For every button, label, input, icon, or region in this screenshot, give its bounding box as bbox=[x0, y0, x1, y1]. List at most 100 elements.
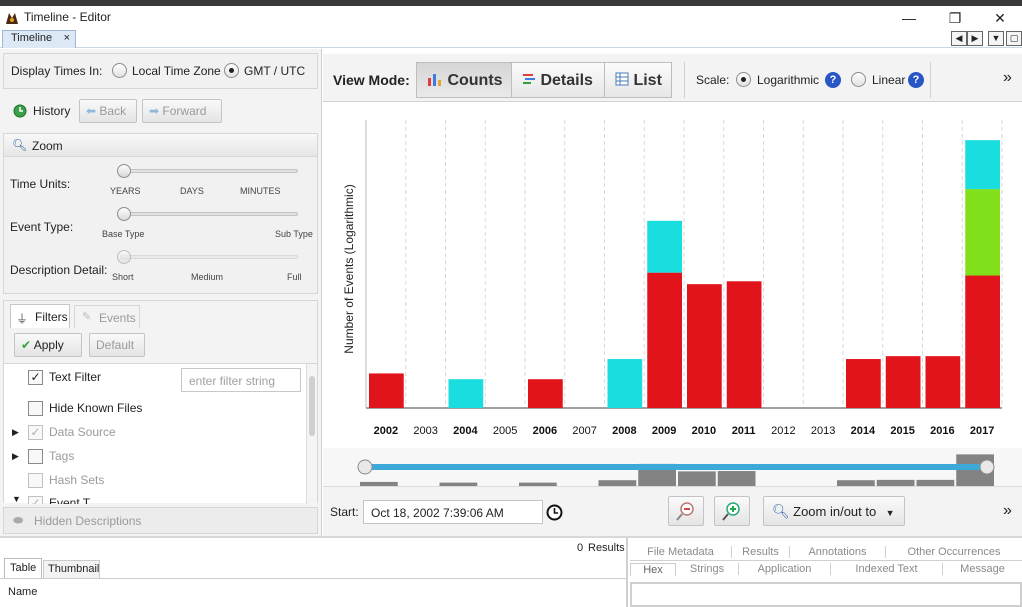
range-overview[interactable] bbox=[323, 448, 1022, 486]
zoom-out-button[interactable] bbox=[668, 496, 704, 526]
details-button[interactable]: Details bbox=[511, 62, 605, 98]
tab-annotations[interactable]: Annotations bbox=[790, 546, 886, 558]
bar-2015-series-0[interactable] bbox=[885, 356, 921, 408]
tags-expand-icon[interactable]: ▶ bbox=[12, 451, 19, 461]
close-button[interactable]: ✕ bbox=[994, 10, 1006, 26]
name-column-header[interactable]: Name bbox=[8, 586, 38, 598]
apply-button[interactable]: ✔ Apply bbox=[14, 333, 82, 357]
zoom-in-button[interactable] bbox=[714, 496, 750, 526]
x-tick-label-2013[interactable]: 2013 bbox=[811, 425, 835, 437]
bar-2010-series-0[interactable] bbox=[687, 284, 722, 408]
time-units-slider[interactable] bbox=[120, 169, 298, 173]
bar-2016-series-0[interactable] bbox=[925, 356, 961, 408]
range-start-handle[interactable] bbox=[357, 459, 373, 475]
bar-2009-series-0[interactable] bbox=[647, 272, 682, 408]
counts-button[interactable]: Counts bbox=[416, 62, 512, 98]
hidden-descriptions-header[interactable]: ⬬ Hidden Descriptions bbox=[3, 507, 318, 534]
bar-2004-series-2[interactable] bbox=[448, 379, 484, 408]
x-tick-label-2004[interactable]: 2004 bbox=[453, 425, 478, 437]
counts-chart-area: 2002 2003 2004 2005 2006 2007 2008 2009 2010 2011… bbox=[323, 102, 1022, 448]
x-tick-label-2010[interactable]: 2010 bbox=[692, 425, 716, 437]
event-type-slider-knob[interactable] bbox=[117, 207, 131, 221]
tab-thumbnail[interactable]: Thumbnail bbox=[43, 560, 100, 578]
linear-help-icon[interactable]: ? bbox=[908, 72, 924, 88]
tab-restore-button[interactable]: ▢ bbox=[1006, 31, 1022, 46]
tab-hex[interactable]: Hex bbox=[630, 563, 676, 576]
tab-list-button[interactable]: ▼ bbox=[988, 31, 1004, 46]
bar-2002-series-0[interactable] bbox=[369, 373, 404, 408]
zoom-header[interactable]: 🔍︎ Zoom bbox=[3, 133, 318, 157]
bar-2017-series-1[interactable] bbox=[965, 189, 1000, 276]
tab-scroll-right-button[interactable]: ▶ bbox=[967, 31, 983, 46]
logarithmic-radio[interactable] bbox=[736, 72, 751, 87]
bar-2006-series-0[interactable] bbox=[528, 379, 563, 408]
hash-sets-checkbox[interactable] bbox=[28, 473, 43, 488]
tab-timeline[interactable]: Timeline × bbox=[2, 30, 76, 48]
tags-checkbox[interactable] bbox=[28, 449, 43, 464]
tab-other-occurrences[interactable]: Other Occurrences bbox=[907, 546, 1001, 558]
text-filter-checkbox[interactable]: ✓ bbox=[28, 370, 43, 385]
x-tick-label-2017[interactable]: 2017 bbox=[970, 425, 994, 437]
tab-scroll-left-button[interactable]: ◀ bbox=[951, 31, 967, 46]
time-units-slider-knob[interactable] bbox=[117, 164, 131, 178]
data-source-expand-icon[interactable]: ▶ bbox=[12, 427, 19, 437]
clock-icon[interactable] bbox=[546, 504, 563, 521]
tab-filters[interactable]: ⏚ Filters bbox=[10, 304, 70, 328]
linear-radio[interactable] bbox=[851, 72, 866, 87]
x-tick-label-2015[interactable]: 2015 bbox=[890, 425, 914, 437]
x-tick-label-2006[interactable]: 2006 bbox=[533, 425, 557, 437]
event-type-checkbox[interactable]: ✓ bbox=[28, 496, 43, 504]
range-end-handle[interactable] bbox=[979, 459, 995, 475]
tab-strings[interactable]: Strings bbox=[676, 563, 739, 575]
x-tick-label-2008[interactable]: 2008 bbox=[612, 425, 636, 437]
x-tick-label-2009[interactable]: 2009 bbox=[652, 425, 676, 437]
bar-2017-series-2[interactable] bbox=[965, 140, 1000, 190]
tab-file-metadata[interactable]: File Metadata bbox=[630, 546, 732, 558]
bar-2008-series-2[interactable] bbox=[607, 359, 643, 408]
bottom-overflow-button[interactable]: » bbox=[1003, 502, 1012, 519]
description-detail-slider[interactable] bbox=[120, 255, 298, 259]
logarithmic-help-icon[interactable]: ? bbox=[825, 72, 841, 88]
x-tick-label-2002[interactable]: 2002 bbox=[374, 425, 398, 437]
tab-results[interactable]: Results bbox=[732, 546, 790, 558]
start-date-input[interactable]: Oct 18, 2002 7:39:06 AM bbox=[363, 500, 543, 524]
back-button[interactable]: ⬅ Back bbox=[79, 99, 137, 123]
bar-2009-series-2[interactable] bbox=[647, 220, 682, 273]
zoom-in-out-dropdown[interactable]: 🔍︎ Zoom in/out to ▼ bbox=[763, 496, 905, 526]
maximize-button[interactable]: ❐ bbox=[948, 10, 962, 26]
x-tick-label-2005[interactable]: 2005 bbox=[493, 425, 517, 437]
bar-2011-series-0[interactable] bbox=[726, 281, 762, 408]
tab-events[interactable]: ✎ Events bbox=[74, 305, 140, 328]
default-button[interactable]: Default bbox=[89, 333, 145, 357]
forward-arrow-icon: ➡ bbox=[149, 104, 160, 118]
tab-application[interactable]: Application bbox=[739, 563, 831, 575]
x-tick-label-2016[interactable]: 2016 bbox=[930, 425, 954, 437]
tab-indexed-text[interactable]: Indexed Text bbox=[831, 563, 943, 575]
tab-table[interactable]: Table bbox=[4, 558, 42, 578]
counts-bar-chart[interactable]: 2002 2003 2004 2005 2006 2007 2008 2009 2010 2011… bbox=[323, 102, 1022, 448]
x-tick-label-2014[interactable]: 2014 bbox=[851, 425, 876, 437]
hide-known-files-checkbox[interactable] bbox=[28, 401, 43, 416]
local-time-radio[interactable] bbox=[112, 63, 127, 78]
description-detail-slider-knob[interactable] bbox=[117, 250, 131, 264]
range-track[interactable] bbox=[363, 464, 988, 470]
x-tick-label-2012[interactable]: 2012 bbox=[771, 425, 795, 437]
event-type-expand-icon[interactable]: ▼ bbox=[12, 494, 21, 504]
filter-string-input[interactable]: enter filter string bbox=[181, 368, 301, 392]
forward-button[interactable]: ➡ Forward bbox=[142, 99, 222, 123]
filter-list-scroll-thumb[interactable] bbox=[309, 376, 315, 436]
toolbar-overflow-button[interactable]: » bbox=[1003, 69, 1012, 86]
data-source-checkbox[interactable]: ✓ bbox=[28, 425, 43, 440]
minimize-button[interactable]: — bbox=[902, 10, 916, 26]
bar-2014-series-0[interactable] bbox=[846, 359, 881, 408]
bar-2017-series-0[interactable] bbox=[965, 275, 1000, 408]
x-tick-label-2003[interactable]: 2003 bbox=[413, 425, 437, 437]
event-type-slider[interactable] bbox=[120, 212, 298, 216]
tab-message[interactable]: Message bbox=[960, 563, 1005, 575]
tab-close-icon[interactable]: × bbox=[63, 32, 70, 44]
x-tick-label-2007[interactable]: 2007 bbox=[572, 425, 596, 437]
filter-list-scrollbar[interactable] bbox=[306, 364, 317, 504]
list-button[interactable]: List bbox=[604, 62, 672, 98]
gmt-radio[interactable] bbox=[224, 63, 239, 78]
x-tick-label-2011[interactable]: 2011 bbox=[732, 425, 756, 437]
